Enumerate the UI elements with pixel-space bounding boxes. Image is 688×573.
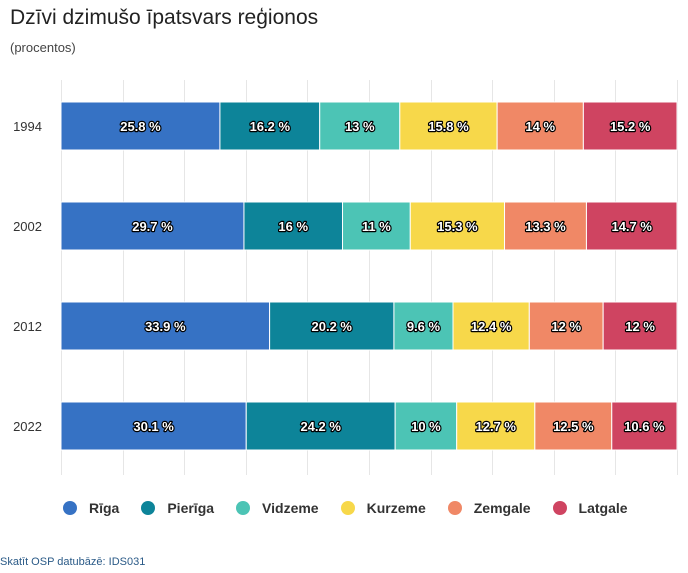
data-label: 15.8 % xyxy=(428,119,469,134)
bar-segment[interactable] xyxy=(452,301,530,351)
legend-item[interactable]: Kurzeme xyxy=(340,500,426,516)
bar-segment[interactable] xyxy=(342,201,411,251)
legend-label: Latgale xyxy=(578,500,628,516)
bar-segment[interactable] xyxy=(60,401,247,451)
data-label: 29.7 % xyxy=(132,219,173,234)
data-label: 16.2 % xyxy=(250,119,291,134)
data-label: 12 % xyxy=(625,319,655,334)
bar-segment[interactable] xyxy=(585,201,678,251)
legend-marker xyxy=(141,501,156,515)
data-label: 13.3 % xyxy=(525,219,566,234)
data-label: 12 % xyxy=(551,319,581,334)
bar-segment[interactable] xyxy=(60,101,221,151)
chart-legend: Rīga Pierīga Vidzeme Kurzeme Zemgale Latgale xyxy=(63,500,650,516)
bar-segment[interactable] xyxy=(269,301,395,351)
bar-segment[interactable] xyxy=(504,201,587,251)
bar-segment[interactable] xyxy=(534,401,613,451)
bar-segment[interactable] xyxy=(602,301,678,351)
data-label: 20.2 % xyxy=(312,319,353,334)
data-label: 12.4 % xyxy=(471,319,512,334)
legend-label: Kurzeme xyxy=(366,500,426,516)
data-label: 16 % xyxy=(278,219,308,234)
bar-segment[interactable] xyxy=(582,101,678,151)
legend-label: Vidzeme xyxy=(262,500,319,516)
bar-segment[interactable] xyxy=(528,301,604,351)
chart-title: Dzīvi dzimušo īpatsvars reģionos xyxy=(10,6,319,29)
chart-subtitle: (procentos) xyxy=(10,40,76,55)
data-label: 12.7 % xyxy=(476,419,517,434)
legend-item[interactable]: Zemgale xyxy=(447,500,531,516)
data-label: 14.7 % xyxy=(611,219,652,234)
category-label: 2002 xyxy=(13,219,42,234)
stacked-bar-chart: 25.8 % 16.2 % 13 % 15.8 % 14 % 15.2 % 1994 29.7… xyxy=(13,80,678,475)
bar-segment[interactable] xyxy=(409,201,506,251)
data-label: 10.6 % xyxy=(624,419,665,434)
bar-segment[interactable] xyxy=(243,201,344,251)
data-label: 15.3 % xyxy=(437,219,478,234)
bar-segment[interactable] xyxy=(245,401,396,451)
legend-label: Pierīga xyxy=(167,500,215,516)
data-label: 13 % xyxy=(345,119,375,134)
data-label: 25.8 % xyxy=(120,119,161,134)
data-label: 24.2 % xyxy=(300,419,341,434)
legend-item[interactable]: Pierīga xyxy=(141,500,214,516)
data-label: 14 % xyxy=(525,119,555,134)
data-label: 15.2 % xyxy=(610,119,651,134)
legend-marker xyxy=(63,501,77,515)
data-label: 30.1 % xyxy=(133,419,174,434)
source-link[interactable]: Skatīt OSP datubāzē: IDS031 xyxy=(0,556,146,568)
data-label: 9.6 % xyxy=(407,319,441,334)
data-label: 11 % xyxy=(362,219,391,234)
bar-segment[interactable] xyxy=(456,401,536,451)
legend-marker xyxy=(552,501,567,515)
legend-label: Rīga xyxy=(89,500,120,516)
data-label: 12.5 % xyxy=(553,419,594,434)
data-label: 10 % xyxy=(411,419,441,434)
legend-marker xyxy=(447,501,462,515)
bar-segment[interactable] xyxy=(319,101,401,151)
legend-item[interactable]: Rīga xyxy=(63,500,119,516)
category-label: 2022 xyxy=(13,419,42,434)
bar-segment[interactable] xyxy=(399,101,498,151)
bar-segment[interactable] xyxy=(60,301,271,351)
legend-marker xyxy=(236,501,251,515)
bar-segment[interactable] xyxy=(611,401,678,451)
data-label: 33.9 % xyxy=(145,319,186,334)
bar-segment[interactable] xyxy=(496,101,584,151)
legend-marker xyxy=(340,501,355,515)
legend-item[interactable]: Latgale xyxy=(552,500,628,516)
bar-segment[interactable] xyxy=(393,301,454,351)
category-label: 1994 xyxy=(13,119,42,134)
legend-label: Zemgale xyxy=(473,500,531,516)
bar-segment[interactable] xyxy=(219,101,321,151)
bar-segment[interactable] xyxy=(60,201,245,251)
category-label: 2012 xyxy=(13,319,42,334)
legend-item[interactable]: Vidzeme xyxy=(236,500,319,516)
